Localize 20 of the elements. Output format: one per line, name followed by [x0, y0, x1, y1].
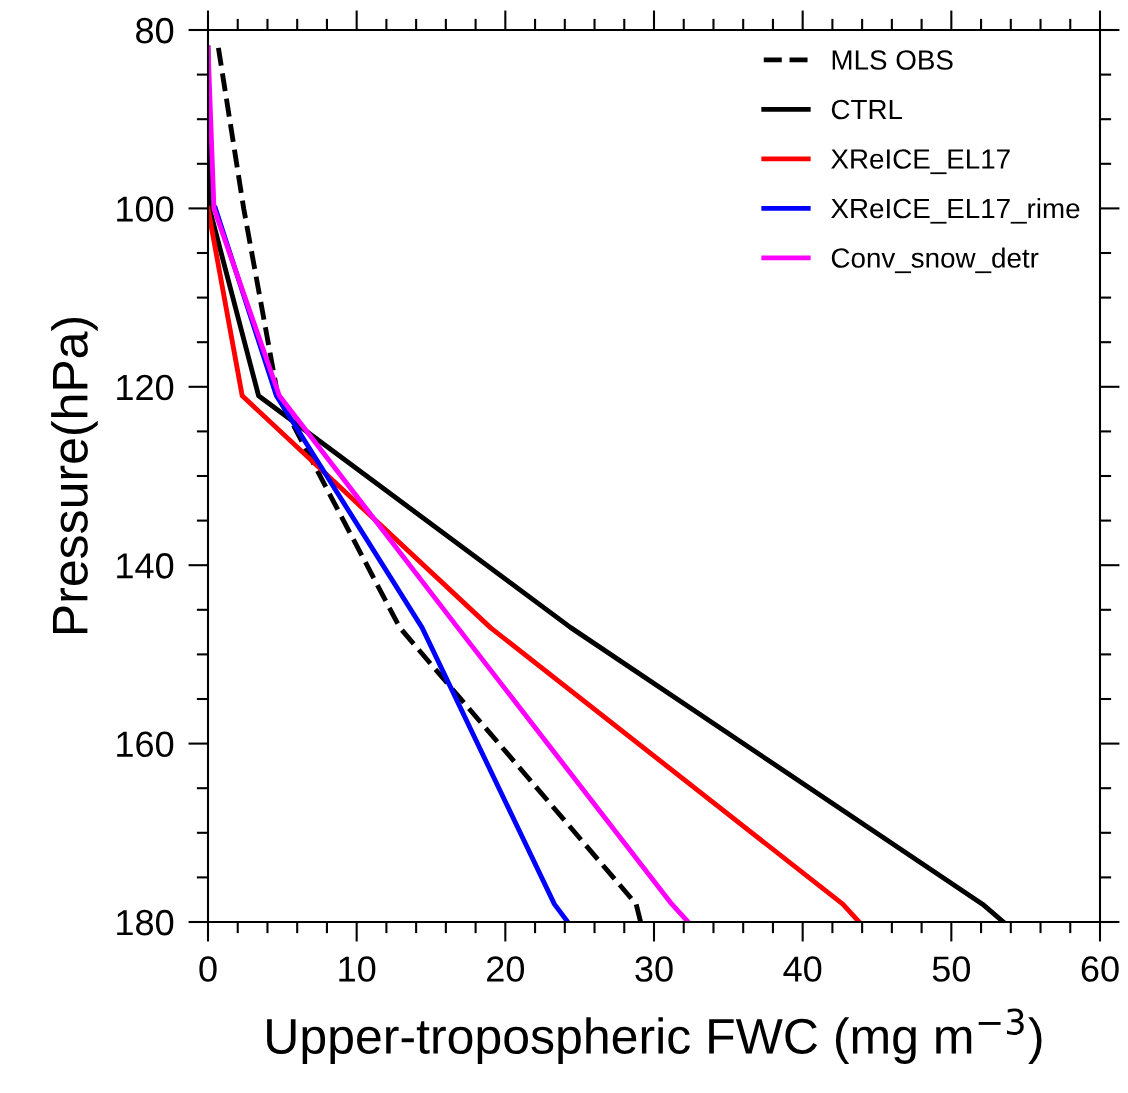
x-tick-label: 40 [783, 956, 822, 982]
legend-label: XReICE_EL17_rime [831, 197, 1080, 224]
x-tick-label: 60 [1081, 956, 1119, 982]
y-tick-label: 140 [117, 553, 174, 579]
x-tick-label: 0 [199, 956, 217, 982]
y-axis-title: Pressure(hPa) [51, 317, 98, 634]
legend-label: Conv_snow_detr [831, 247, 1039, 274]
x-tick-label: 20 [487, 956, 525, 982]
y-tick-label: 160 [117, 731, 174, 758]
x-tick-label: 50 [932, 956, 971, 982]
x-tick-label: 10 [339, 956, 376, 982]
legend-label: MLS OBS [832, 50, 953, 70]
y-tick-label: 80 [136, 17, 174, 44]
y-tick-label: 180 [117, 909, 174, 936]
legend-label: CTRL [831, 99, 903, 120]
legend-label: XReICE_EL17 [831, 149, 1010, 175]
y-tick-label: 100 [117, 196, 174, 222]
x-tick-label: 30 [635, 956, 673, 982]
y-tick-label: 120 [117, 374, 174, 401]
x-axis-title: Upper-tropospheric FWC (mg m$^{−3}$) [267, 1008, 1042, 1064]
